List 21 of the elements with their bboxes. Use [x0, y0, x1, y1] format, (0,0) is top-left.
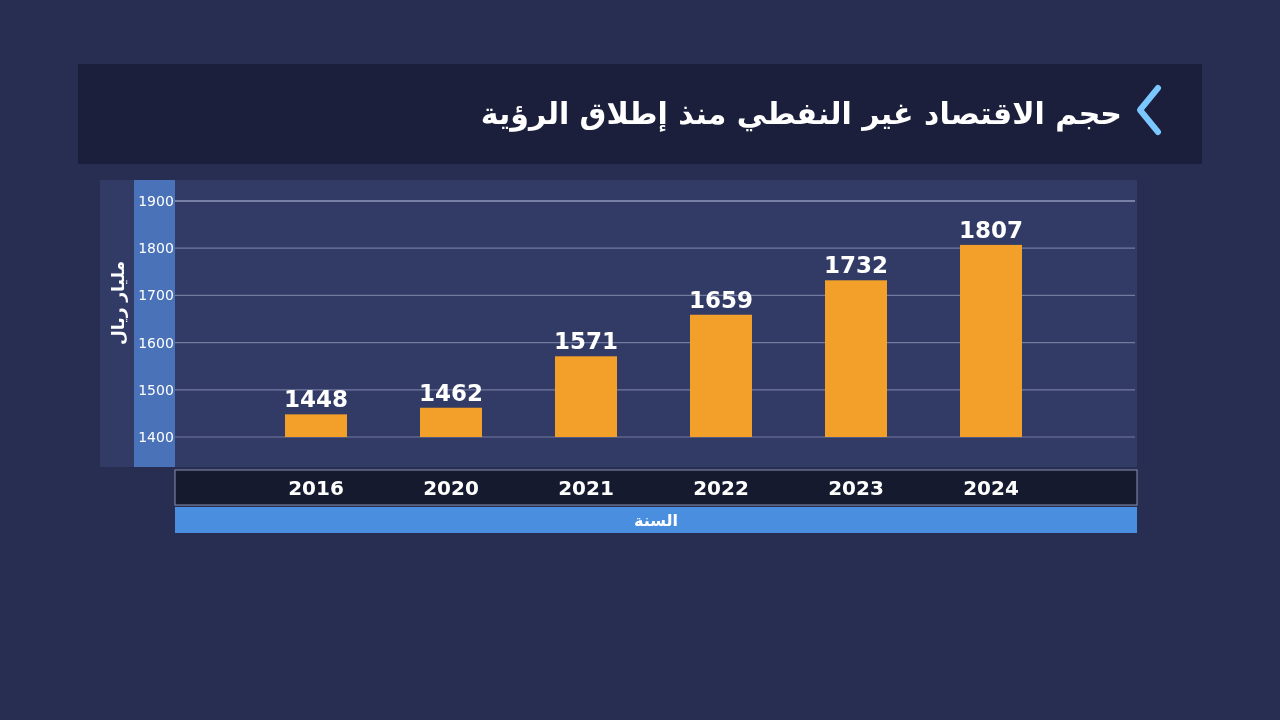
- x-tick-label: 2021: [558, 476, 614, 500]
- y-tick-label: 1500: [138, 381, 174, 398]
- x-tick-label: 2023: [828, 476, 884, 500]
- y-axis-title: مليار ريال: [108, 261, 128, 345]
- y-tick-label: 1600: [138, 334, 174, 351]
- data-label: 1807: [958, 216, 1024, 243]
- x-tick-label: 2020: [423, 476, 479, 500]
- data-label: 1448: [283, 386, 349, 413]
- data-label: 1732: [823, 252, 889, 279]
- y-tick-label: 1800: [138, 240, 174, 257]
- x-tick-label: 2024: [963, 476, 1019, 500]
- y-tick-label: 1700: [138, 287, 174, 304]
- data-label: 1462: [418, 379, 484, 406]
- chart-title: حجم الاقتصاد غير النفطي منذ إطلاق الرؤية: [480, 96, 1122, 132]
- x-tick-label: 2022: [693, 476, 749, 500]
- y-tick-label: 1900: [138, 193, 174, 209]
- y-tick-label: 1400: [138, 429, 174, 445]
- x-axis-title: السنة: [633, 511, 679, 530]
- data-label: 1571: [553, 328, 619, 355]
- x-tick-label: 2016: [288, 476, 344, 500]
- data-label: 1659: [688, 286, 754, 313]
